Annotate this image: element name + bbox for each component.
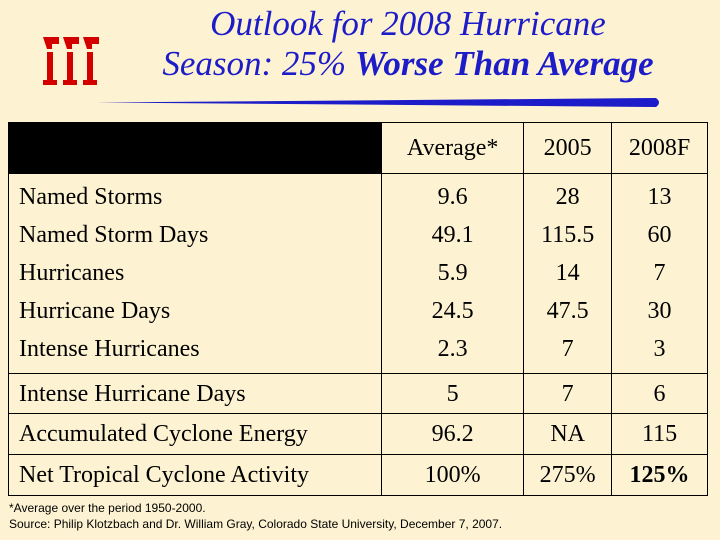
value: 7 — [653, 260, 666, 287]
value: 47.5 — [546, 298, 589, 325]
header-average: Average* — [380, 122, 525, 174]
value: 9.6 — [437, 184, 468, 211]
value: 14 — [555, 260, 580, 287]
row-label: Accumulated Cyclone Energy — [8, 413, 382, 456]
table-row: Net Tropical Cyclone Activity 100% 275% … — [8, 454, 708, 496]
y2008f-value: 6 — [611, 372, 708, 415]
row-label: Named Storms — [19, 184, 163, 211]
value: 30 — [647, 298, 672, 325]
title-line-2-prefix: Season: 25% — [162, 44, 347, 83]
footnote-source: Source: Philip Klotzbach and Dr. William… — [9, 517, 503, 531]
average-value: 96.2 — [380, 413, 525, 456]
footnote-average: *Average over the period 1950-2000. — [9, 501, 206, 515]
row-label: Named Storm Days — [19, 222, 209, 249]
header-2005: 2005 — [523, 122, 613, 174]
value: 49.1 — [431, 222, 474, 249]
table-row: Named Storms Named Storm Days Hurricanes… — [8, 173, 708, 374]
average-cell: 9.6 49.1 5.9 24.5 2.3 — [380, 173, 525, 374]
value: 2.3 — [437, 336, 468, 363]
title-underline — [96, 98, 659, 107]
row-label: Hurricanes — [19, 260, 125, 287]
average-value: 5 — [380, 372, 525, 415]
row-label-cell: Named Storms Named Storm Days Hurricanes… — [8, 173, 382, 374]
value: 115.5 — [541, 222, 595, 249]
value: 5.9 — [437, 260, 468, 287]
row-label: Intense Hurricanes — [19, 336, 200, 363]
y2005-value: NA — [523, 413, 613, 456]
y2008f-value: 115 — [611, 413, 708, 456]
hurricane-outlook-table: Average* 2005 2008F Named Storms Named S… — [8, 122, 708, 496]
value: 28 — [555, 184, 580, 211]
row-label: Intense Hurricane Days — [8, 372, 382, 415]
title-line-2-bold: Worse Than Average — [354, 44, 654, 83]
value: 24.5 — [431, 298, 474, 325]
value: 13 — [647, 184, 672, 211]
average-value: 100% — [380, 454, 525, 496]
y2008f-cell: 13 60 7 30 3 — [611, 173, 708, 374]
footnote: *Average over the period 1950-2000. Sour… — [9, 500, 502, 532]
value: 3 — [653, 336, 666, 363]
title-line-2: Season: 25% Worse Than Average — [108, 44, 708, 84]
header-2008f: 2008F — [611, 122, 708, 174]
y2005-value: 7 — [523, 372, 613, 415]
value: 60 — [647, 222, 672, 249]
page-title: Outlook for 2008 Hurricane Season: 25% W… — [108, 4, 708, 84]
y2008f-value: 125% — [611, 454, 708, 496]
value: 7 — [561, 336, 574, 363]
header-blank-cell — [8, 122, 382, 174]
iii-logo-icon — [43, 37, 99, 85]
table-row: Intense Hurricane Days 5 7 6 — [8, 372, 708, 415]
y2005-cell: 28 115.5 14 47.5 7 — [523, 173, 613, 374]
title-line-1: Outlook for 2008 Hurricane — [210, 4, 606, 43]
table-header-row: Average* 2005 2008F — [8, 122, 708, 174]
table-row: Accumulated Cyclone Energy 96.2 NA 115 — [8, 413, 708, 456]
row-label: Hurricane Days — [19, 298, 171, 325]
y2005-value: 275% — [523, 454, 613, 496]
row-label: Net Tropical Cyclone Activity — [8, 454, 382, 496]
